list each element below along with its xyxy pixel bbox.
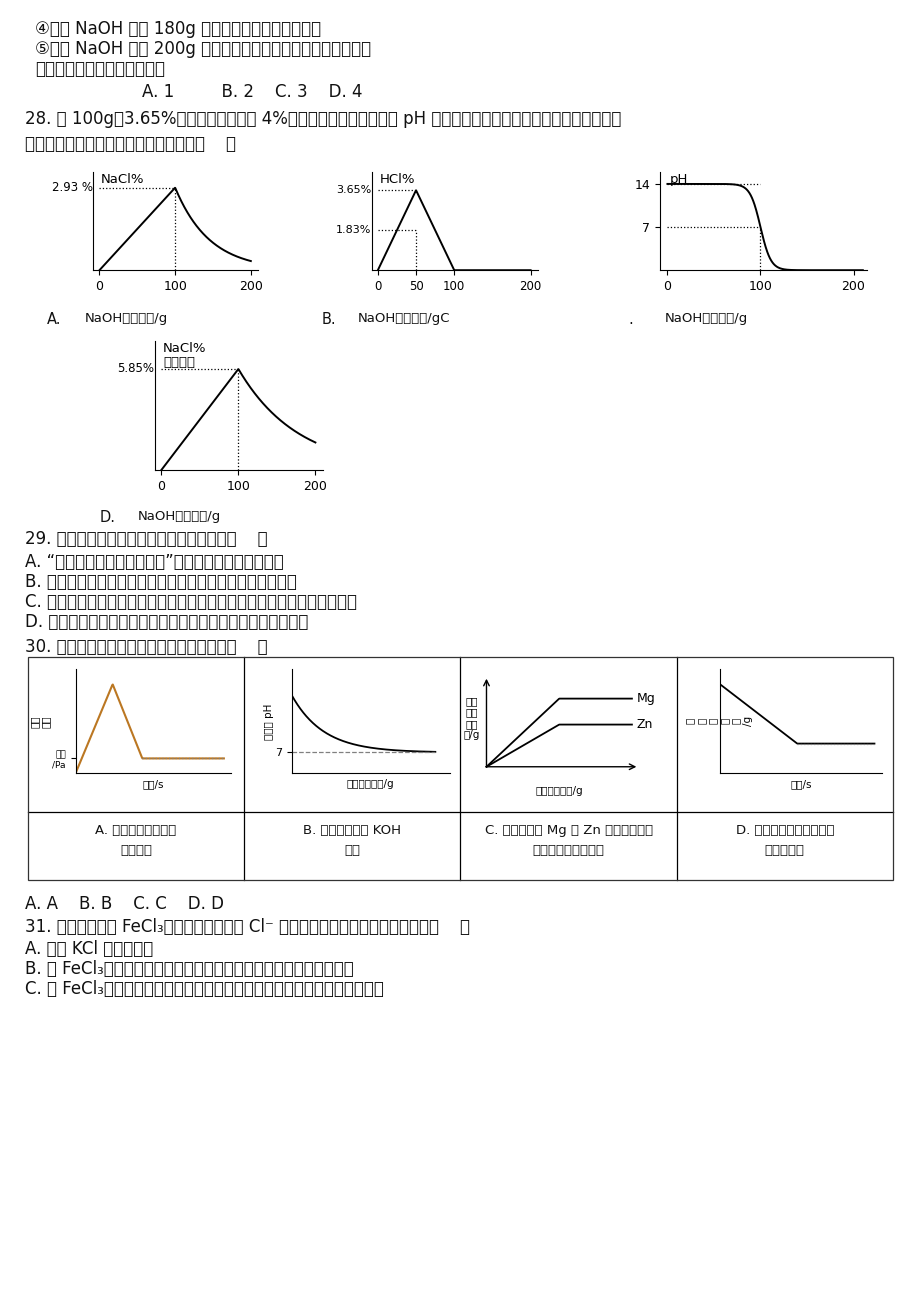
Text: 5.85%: 5.85%	[118, 362, 154, 375]
X-axis label: 时间/s: 时间/s	[142, 779, 164, 789]
Text: 3.65%: 3.65%	[335, 185, 370, 195]
Text: 说明原无色溶液中有硒酸钖。: 说明原无色溶液中有硒酸钖。	[35, 60, 165, 78]
Y-axis label: 溶液的 pH: 溶液的 pH	[264, 703, 273, 740]
Text: （质量）: （质量）	[163, 355, 195, 368]
Text: A. A    B. B    C. C    D. D: A. A B. B C. C D. D	[25, 894, 223, 913]
Y-axis label: 压强
压力: 压强 压力	[29, 715, 51, 728]
Text: Zn: Zn	[636, 719, 652, 730]
Text: NaCl%: NaCl%	[101, 173, 144, 186]
Text: C. 向等质量的 Mg 和 Zn 中分别加入等: C. 向等质量的 Mg 和 Zn 中分别加入等	[484, 824, 652, 837]
Text: NaCl%: NaCl%	[163, 342, 206, 355]
Text: A. 足量红磷在密闭容: A. 足量红磷在密闭容	[96, 824, 176, 837]
Text: HCl%: HCl%	[379, 173, 414, 186]
Text: 溶液: 溶液	[344, 844, 360, 857]
Text: D. 滴加洗涆剂能将餐具上的油污洗掉，因为洗涆剂能溶解油污: D. 滴加洗涆剂能将餐具上的油污洗掉，因为洗涆剂能溶解油污	[25, 613, 308, 631]
Text: A. 1         B. 2    C. 3    D. 4: A. 1 B. 2 C. 3 D. 4	[100, 83, 362, 102]
X-axis label: 时间/s: 时间/s	[789, 779, 811, 789]
Text: NaOH溶液质量/g: NaOH溶液质量/g	[85, 312, 168, 326]
Bar	[28, 658, 892, 880]
Text: 酸鑰溶液中: 酸鑰溶液中	[764, 844, 804, 857]
Text: D. 将铁钉加入一定量的硬: D. 将铁钉加入一定量的硬	[735, 824, 834, 837]
Text: 质量等浓度的稀盐酸: 质量等浓度的稀盐酸	[532, 844, 604, 857]
Text: 稀盐酸的质量/g: 稀盐酸的质量/g	[535, 786, 583, 797]
Text: 30. 下列图象能正确反映对应变化关系的是（    ）: 30. 下列图象能正确反映对应变化关系的是（ ）	[25, 638, 267, 656]
Text: A. 观察 KCl 溶液的颜色: A. 观察 KCl 溶液的颜色	[25, 940, 153, 958]
Text: 28. 向 100g、3.65%的盐酸中逐滴加入 4%的氪氧化钓溶液，溶液的 pH 或相关物质的质量分数与加入的氪氧化钓溶: 28. 向 100g、3.65%的盐酸中逐滴加入 4%的氪氧化钓溶液，溶液的 p…	[25, 109, 620, 128]
Text: 生成
氢气
的质
量/g: 生成 氢气 的质 量/g	[463, 695, 480, 741]
Text: A.: A.	[47, 312, 62, 327]
X-axis label: 加入水的质量/g: 加入水的质量/g	[346, 779, 394, 789]
Text: 2.93 %: 2.93 %	[51, 181, 93, 194]
Text: A. “遥知不是雪，为有暗香来”，因为分子在不断的运动: A. “遥知不是雪，为有暗香来”，因为分子在不断的运动	[25, 553, 283, 572]
Text: 液质量的关系如图所示，其中正确的是（    ）: 液质量的关系如图所示，其中正确的是（ ）	[25, 135, 236, 154]
Text: ④加入 NaOH 溶液 180g 时产生的沉淠中有两种成分: ④加入 NaOH 溶液 180g 时产生的沉淠中有两种成分	[35, 20, 321, 38]
Text: C. 吃松花蛋时可加入少量食醋，因为食醋能消除蛋中所含碱性物质的涋味: C. 吃松花蛋时可加入少量食醋，因为食醋能消除蛋中所含碱性物质的涋味	[25, 592, 357, 611]
Text: 31. 若用实验证明 FeCl₃溶液显黄色不是由 Cl⁻ 离子造成的，下列实验无意义的是（    ）: 31. 若用实验证明 FeCl₃溶液显黄色不是由 Cl⁻ 离子造成的，下列实验无…	[25, 918, 470, 936]
Text: 器中燃烧: 器中燃烧	[120, 844, 152, 857]
Text: B. 向 FeCl₃溶液中滴加适量氪氧化钓溶液振荡后静置，溶液黄色消失: B. 向 FeCl₃溶液中滴加适量氪氧化钓溶液振荡后静置，溶液黄色消失	[25, 960, 354, 978]
Text: NaOH溶液质量/gC: NaOH溶液质量/gC	[357, 312, 450, 326]
Text: .: .	[628, 312, 632, 327]
Text: D.: D.	[100, 510, 116, 525]
Text: 1.83%: 1.83%	[335, 225, 370, 236]
Text: B. 常温下，稀释 KOH: B. 常温下，稀释 KOH	[303, 824, 401, 837]
Y-axis label: 固
体
的
质
量
/g: 固 体 的 质 量 /g	[684, 716, 752, 727]
Text: NaOH溶液质量/g: NaOH溶液质量/g	[664, 312, 747, 326]
Text: B.: B.	[322, 312, 336, 327]
Text: B. 嗝汽水时容易打嗝，因为气体的溶解度随温度升高而减小: B. 嗝汽水时容易打嗝，因为气体的溶解度随温度升高而减小	[25, 573, 297, 591]
Text: 29. 下列对生活中的一些现象解释错误的是（    ）: 29. 下列对生活中的一些现象解释错误的是（ ）	[25, 530, 267, 548]
Text: pH: pH	[669, 173, 686, 186]
Text: ⑤加入 NaOH 溶液 200g 时得到的溶液中的阴离子如果有三种，: ⑤加入 NaOH 溶液 200g 时得到的溶液中的阴离子如果有三种，	[35, 40, 370, 59]
Text: Mg: Mg	[636, 693, 654, 706]
Text: C. 向 FeCl₃溶液中滴加适量无色硒酸銀溶液，振荡后静置，溶液黄色未消失: C. 向 FeCl₃溶液中滴加适量无色硒酸銀溶液，振荡后静置，溶液黄色未消失	[25, 980, 383, 999]
Text: NaOH溶液质量/g: NaOH溶液质量/g	[138, 510, 221, 523]
